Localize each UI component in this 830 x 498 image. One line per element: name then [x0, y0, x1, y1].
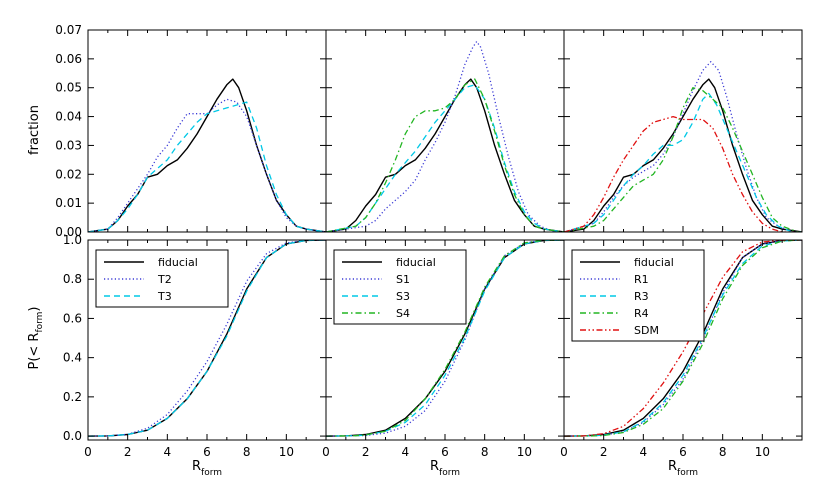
y-axis-title-cumulative: P(< Rform) — [27, 306, 45, 369]
panel-top-3 — [563, 29, 803, 233]
panel-frame — [87, 29, 327, 233]
x-axis-title-sub: form — [677, 468, 698, 478]
series-line-s3 — [326, 84, 564, 232]
series-line-r4 — [564, 87, 802, 232]
y-tick-label-bottom: 0.4 — [63, 351, 82, 365]
x-tick-label: 8 — [243, 445, 251, 459]
y-tick-label-bottom: 0.2 — [63, 390, 82, 404]
panels: 0.000.010.020.030.040.050.060.070.00.20.… — [55, 23, 803, 459]
x-tick-label: 4 — [164, 445, 172, 459]
panel-frame — [325, 29, 565, 233]
panel-bottom-3: 0 2 4 6 8 10 fiducial R1 R3 R4 SDM — [560, 239, 803, 459]
panel-top-2 — [325, 29, 565, 233]
y-tick-label-top: 0.01 — [55, 196, 82, 210]
y-tick-label-top: 0.02 — [55, 167, 82, 181]
y-axis-title-fraction: fraction — [27, 105, 42, 155]
x-tick-label: 6 — [679, 445, 687, 459]
series-line-s1 — [326, 40, 564, 232]
series-group — [326, 40, 564, 232]
series-line-s3 — [326, 240, 564, 437]
y-axis-title-bottom: P(< Rform) — [27, 306, 45, 369]
x-tick-label: 10 — [279, 445, 294, 459]
x-tick-label: 8 — [719, 445, 727, 459]
x-tick-label: 4 — [402, 445, 410, 459]
legend-label-r1: R1 — [634, 273, 649, 286]
series-line-sdm — [564, 115, 802, 232]
y-tick-label-bottom: 0.0 — [63, 429, 82, 443]
ylabel-close: ) — [27, 306, 42, 311]
series-line-fiducial — [564, 78, 802, 232]
legend-label-t2: T2 — [157, 273, 172, 286]
ylabel-sub: form — [35, 312, 45, 333]
x-axis-title: Rform — [192, 459, 222, 478]
legend-label-r3: R3 — [634, 290, 649, 303]
x-axis-title: Rform — [668, 459, 698, 478]
panel-frame — [563, 29, 803, 233]
series-line-s4 — [326, 78, 564, 232]
x-tick-label: 0 — [84, 445, 92, 459]
legend-label-fiducial: fiducial — [158, 256, 198, 269]
y-tick-label-bottom: 0.6 — [63, 311, 82, 325]
y-axis-title-top: fraction — [27, 105, 42, 155]
panel-top-1: 0.00 0.01 0.02 0.03 0.04 0.05 0.06 0.07 — [55, 23, 327, 239]
x-tick-label: 4 — [640, 445, 648, 459]
legend-label-fiducial: fiducial — [634, 256, 674, 269]
x-tick-label: 10 — [517, 445, 532, 459]
x-axis-titles: Rform Rform Rform — [192, 459, 698, 478]
series-group — [564, 61, 802, 232]
y-tick-label-bottom: 1.0 — [63, 233, 82, 247]
x-tick-label: 0 — [322, 445, 330, 459]
x-axis-title: Rform — [430, 459, 460, 478]
y-tick-label-top: 0.05 — [55, 81, 82, 95]
x-axis-title-main: R — [430, 459, 439, 474]
legend-label-s4: S4 — [396, 307, 410, 320]
x-tick-label: 6 — [441, 445, 449, 459]
x-axis-title-sub: form — [439, 468, 460, 478]
y-tick-label-top: 0.06 — [55, 52, 82, 66]
y-tick-label-top: 0.03 — [55, 138, 82, 152]
panel-bottom-2: 0 2 4 6 8 10 fiducial S1 S3 S4 — [322, 239, 565, 459]
series-line-t3 — [88, 101, 326, 232]
x-tick-label: 0 — [560, 445, 568, 459]
x-axis-title-main: R — [192, 459, 201, 474]
legend: fiducial R1 R3 R4 SDM — [571, 249, 705, 342]
series-line-fiducial — [88, 78, 326, 232]
x-tick-label: 8 — [481, 445, 489, 459]
series-line-r3 — [564, 240, 802, 437]
series-line-r4 — [564, 240, 802, 437]
legend-label-sdm: SDM — [634, 324, 659, 337]
legend-label-s3: S3 — [396, 290, 410, 303]
legend-label-r4: R4 — [634, 307, 649, 320]
series-line-r3 — [564, 92, 802, 232]
legend: fiducial S1 S3 S4 — [333, 249, 467, 325]
x-tick-label: 10 — [755, 445, 770, 459]
x-axis-title-main: R — [668, 459, 677, 474]
legend-label-fiducial: fiducial — [396, 256, 436, 269]
legend-label-s1: S1 — [396, 273, 410, 286]
x-tick-label: 2 — [362, 445, 370, 459]
x-tick-label: 2 — [124, 445, 132, 459]
x-axis-title-sub: form — [201, 468, 222, 478]
x-tick-label: 6 — [203, 445, 211, 459]
series-line-fiducial — [326, 78, 564, 232]
legend: fiducial T2 T3 — [95, 249, 229, 308]
y-tick-label-top: 0.00 — [55, 225, 82, 239]
legend-box — [95, 249, 229, 308]
ylabel-main: P(< R — [27, 333, 42, 370]
series-line-t3 — [88, 240, 326, 437]
y-tick-label-top: 0.07 — [55, 23, 82, 37]
legend-box — [333, 249, 467, 325]
x-tick-label: 2 — [600, 445, 608, 459]
y-tick-label-bottom: 0.8 — [63, 272, 82, 286]
legend-label-t3: T3 — [157, 290, 172, 303]
y-tick-label-top: 0.04 — [55, 110, 82, 124]
series-group — [88, 78, 326, 232]
series-line-r1 — [564, 61, 802, 232]
panel-bottom-1: 0.0 0.2 0.4 0.6 0.8 1.0 0 2 4 6 8 10 fiducial T2 T3 — [63, 233, 327, 459]
